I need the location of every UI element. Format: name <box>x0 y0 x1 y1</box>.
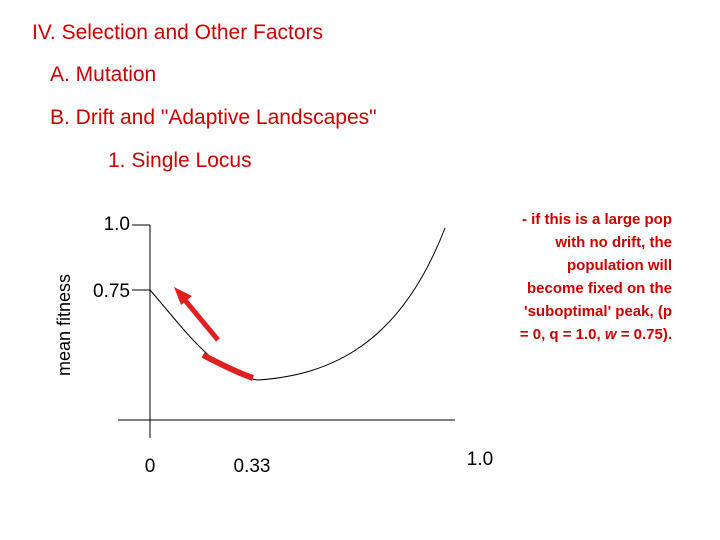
x-tick-label: 1.0 <box>467 449 493 470</box>
note-part: = 0.75). <box>617 326 672 343</box>
note-line: 'suboptimal' peak, (p <box>524 303 672 320</box>
subheading: 1. Single Locus <box>108 149 252 172</box>
fitness-curve <box>149 227 446 381</box>
heading: IV. Selection and Other Factors <box>32 21 323 44</box>
note-line: = 0, q = 1.0, w = 0.75). <box>520 326 672 343</box>
highlight-segment <box>201 352 254 381</box>
note-part: = 0, q = 1.0, <box>520 326 605 343</box>
subheading: A. Mutation <box>50 63 156 86</box>
note-part: w <box>605 326 618 343</box>
y-axis-label: mean fitness <box>54 274 74 376</box>
x-tick-label: 0.33 <box>234 456 271 477</box>
note-line: - if this is a large pop <box>522 211 672 228</box>
arrow-shaft <box>182 297 220 342</box>
note-line: with no drift, the <box>554 234 672 251</box>
note-line: population will <box>567 257 672 274</box>
arrow-head <box>174 287 192 305</box>
x-tick-label: 0 <box>145 456 156 477</box>
note-line: become fixed on the <box>527 280 672 297</box>
y-tick-label: 0.75 <box>93 281 130 302</box>
subheading: B. Drift and "Adaptive Landscapes" <box>50 106 377 129</box>
y-tick-label: 1.0 <box>104 214 130 235</box>
